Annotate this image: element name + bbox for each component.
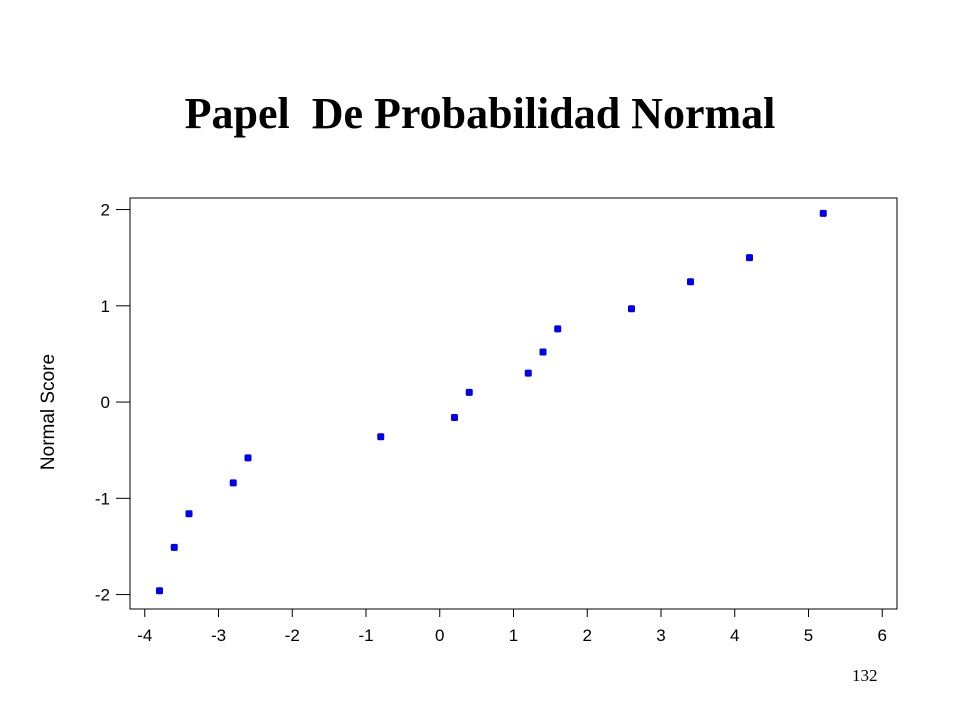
data-point — [819, 209, 827, 217]
x-tick-label: 4 — [730, 626, 739, 645]
data-point — [156, 587, 163, 595]
x-tick-label: 6 — [878, 626, 887, 645]
data-point — [465, 388, 473, 396]
y-axis-label: Normal Score — [38, 354, 59, 470]
data-point — [746, 254, 753, 262]
x-tick-label: -4 — [137, 626, 152, 645]
x-tick-label: 2 — [583, 626, 592, 645]
y-tick-label: -2 — [95, 586, 110, 605]
x-tick-label: -1 — [358, 626, 373, 645]
data-point — [244, 454, 252, 462]
x-tick-label: 0 — [435, 626, 444, 645]
x-tick-label: -2 — [285, 626, 300, 645]
data-point — [539, 348, 547, 356]
y-tick-label: -1 — [95, 489, 110, 508]
y-tick-label: 1 — [101, 297, 110, 316]
data-points — [156, 209, 827, 595]
data-point — [229, 479, 237, 487]
x-tick-label: 5 — [804, 626, 813, 645]
data-point — [170, 543, 178, 551]
y-axis: -2 -1 0 1 2 — [95, 201, 130, 605]
data-point — [554, 325, 562, 333]
data-point — [451, 413, 458, 421]
data-point — [185, 510, 193, 518]
y-tick-label: 2 — [101, 201, 110, 220]
data-point — [377, 433, 385, 441]
data-point — [524, 369, 532, 377]
data-point — [628, 305, 635, 313]
x-axis: -4 -3 -2 -1 0 1 2 3 4 5 6 — [137, 609, 887, 645]
page-number: 132 — [852, 666, 878, 685]
x-tick-label: 1 — [509, 626, 518, 645]
plot-frame — [129, 197, 898, 610]
chart-title: Papel De Probabilidad Normal — [184, 89, 776, 138]
y-tick-label: 0 — [101, 393, 110, 412]
x-tick-label: -3 — [211, 626, 226, 645]
data-point — [687, 278, 694, 286]
x-tick-label: 3 — [656, 626, 665, 645]
